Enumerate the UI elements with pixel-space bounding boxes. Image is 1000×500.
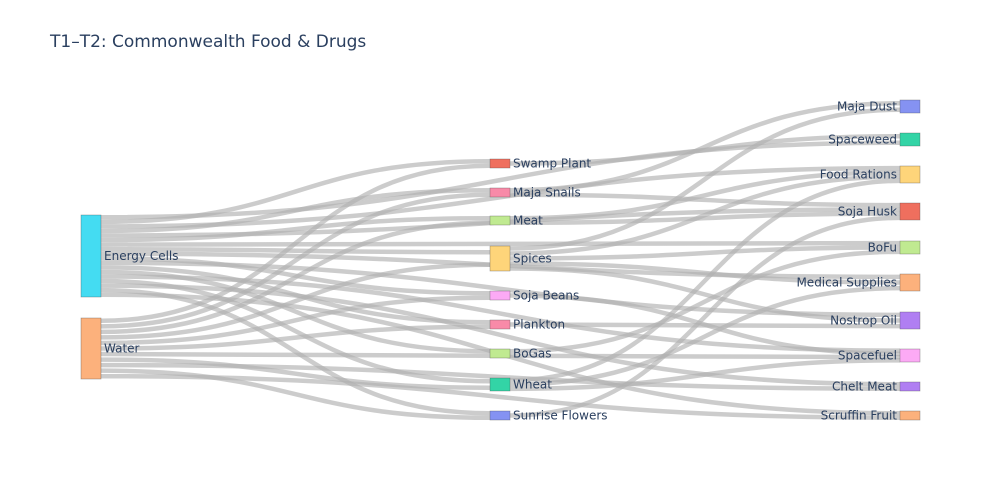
node-label-chelt: Chelt Meat [832, 380, 897, 394]
sankey-link-energy-to-nostrop [100, 260, 901, 318]
sankey-link-water-to-soja [100, 295, 491, 346]
sankey-node-chelt [899, 381, 921, 392]
sankey-link-plankton-to-nostrop [509, 322, 901, 329]
sankey-link-water-to-sunrise [100, 368, 491, 420]
chart-title: T1–T2: Commonwealth Food & Drugs [50, 32, 367, 52]
sankey-link-wheat-to-spacefuel [509, 358, 901, 392]
sankey-node-sojahusk [899, 202, 921, 221]
sankey-node-sunrise [489, 410, 511, 421]
sankey-node-bogas [489, 348, 511, 359]
node-label-spacefuel: Spacefuel [838, 349, 897, 363]
sankey-link-wheat-to-rations [509, 178, 901, 383]
node-label-medical: Medical Supplies [796, 276, 897, 290]
sankey-link-water-to-snails [100, 192, 491, 329]
sankey-node-meat [489, 215, 511, 226]
sankey-link-energy-to-meat [100, 216, 491, 243]
node-label-soja: Soja Beans [513, 289, 579, 303]
sankey-node-soja [489, 290, 511, 301]
links-layer [100, 101, 901, 420]
node-label-meat: Meat [513, 214, 543, 228]
node-label-swamp: Swamp Plant [513, 157, 591, 171]
sankey-link-water-to-bogas [100, 351, 491, 358]
node-label-nostrop: Nostrop Oil [830, 314, 897, 328]
sankey-link-spices-to-majadust [509, 107, 901, 251]
sankey-link-bogas-to-spacefuel [509, 353, 901, 360]
sankey-link-water-to-scruffin [100, 373, 901, 420]
sankey-node-water [80, 317, 102, 380]
sankey-link-meat-to-rations [509, 170, 901, 221]
nodes-layer: Energy Cells Water Swamp Plant Maja Snails M… [80, 99, 921, 423]
sankey-node-spaceweed [899, 132, 921, 147]
sankey-link-snails-to-majadust [509, 101, 901, 193]
sankey-node-bofu [899, 240, 921, 255]
sankey-link-energy-to-bofu [100, 240, 901, 247]
sankey-node-scruffin [899, 410, 921, 421]
sankey-link-energy-to-swamp [100, 159, 491, 225]
node-label-plankton: Plankton [513, 318, 565, 332]
node-label-bofu: BoFu [868, 241, 897, 255]
node-label-majadust: Maja Dust [837, 100, 897, 114]
sankey-node-medical [899, 273, 921, 292]
node-label-bogas: BoGas [513, 347, 551, 361]
sankey-link-bogas-to-bofu [509, 249, 901, 354]
sankey-link-energy-to-spacefuel [100, 274, 901, 353]
sankey-link-spices-to-bofu [509, 245, 901, 261]
sankey-link-water-to-plankton [100, 324, 491, 351]
sankey-link-meat-to-sojahusk [509, 211, 901, 225]
sankey-node-spices [489, 245, 511, 272]
sankey-node-swamp [489, 158, 511, 169]
node-label-spaceweed: Spaceweed [828, 133, 897, 147]
sankey-node-nostrop [899, 311, 921, 330]
sankey-node-plankton [489, 319, 511, 330]
sankey-link-water-to-chelt [100, 362, 901, 391]
node-label-sunrise: Sunrise Flowers [513, 409, 608, 423]
node-label-snails: Maja Snails [513, 186, 581, 200]
sankey-link-snails-to-sojahusk [509, 192, 901, 208]
sankey-link-water-to-spices [100, 262, 491, 340]
sankey-link-sunrise-to-sojahusk [509, 215, 901, 418]
node-label-rations: Food Rations [820, 168, 897, 182]
sankey-node-majadust [899, 99, 921, 114]
sankey-node-spacefuel [899, 348, 921, 363]
node-label-water: Water [104, 342, 140, 356]
node-label-energy: Energy Cells [104, 249, 179, 263]
sankey-link-water-to-meat [100, 220, 491, 335]
sankey-link-energy-to-spices [100, 246, 491, 255]
sankey-node-wheat [489, 377, 511, 392]
sankey-node-snails [489, 187, 511, 198]
node-label-scruffin: Scruffin Fruit [821, 409, 898, 423]
sankey-link-wheat-to-medical [509, 285, 901, 387]
sankey-node-rations [899, 165, 921, 184]
node-label-sojahusk: Soja Husk [838, 205, 897, 219]
node-label-spices: Spices [513, 252, 552, 266]
sankey-link-spices-to-nostrop [509, 266, 901, 323]
sankey-link-spices-to-medical [509, 261, 901, 285]
node-label-wheat: Wheat [513, 378, 552, 392]
sankey-link-spices-to-rations [509, 174, 901, 256]
sankey-link-water-to-swamp [100, 163, 491, 324]
sankey-link-water-to-wheat [100, 357, 491, 390]
sankey-node-energy [80, 214, 102, 298]
sankey-link-swamp-to-spaceweed [509, 134, 901, 166]
